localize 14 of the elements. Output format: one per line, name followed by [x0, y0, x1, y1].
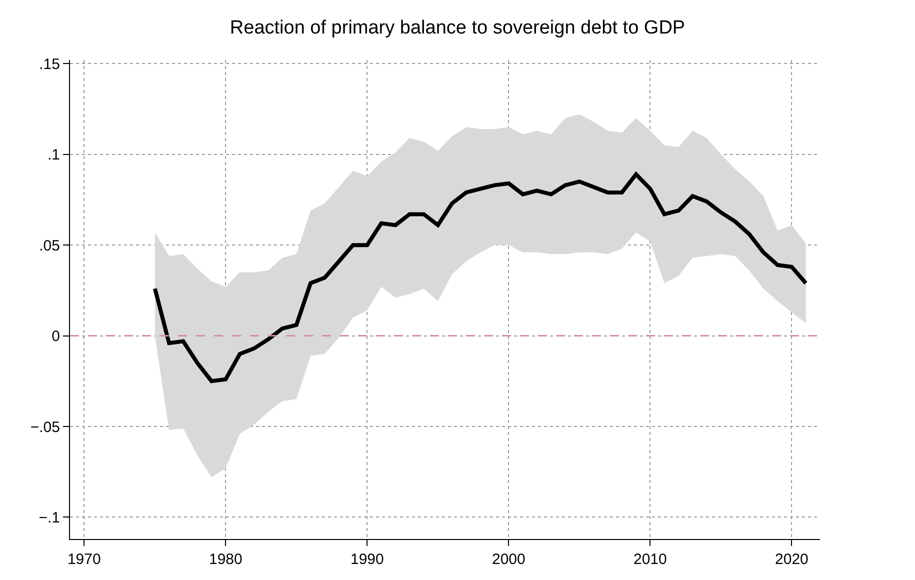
x-tick-label: 1980 [208, 551, 242, 568]
y-tick-label: .1 [47, 146, 60, 164]
x-tick-label: 1970 [67, 551, 101, 568]
x-tick-label: 2000 [492, 551, 526, 568]
chart-title: Reaction of primary balance to sovereign debt to GDP [230, 18, 686, 39]
x-tick-label: 2020 [775, 551, 808, 568]
y-tick-label: −.1 [38, 509, 60, 526]
x-tick-label: 1990 [350, 551, 384, 568]
y-tick-label: .05 [39, 237, 60, 254]
y-tick-label: 0 [52, 328, 60, 346]
y-tick-label: .15 [39, 56, 60, 73]
line-series [152, 172, 808, 384]
x-tick-label: 2010 [634, 551, 667, 568]
y-tick-label: −.05 [30, 418, 60, 436]
